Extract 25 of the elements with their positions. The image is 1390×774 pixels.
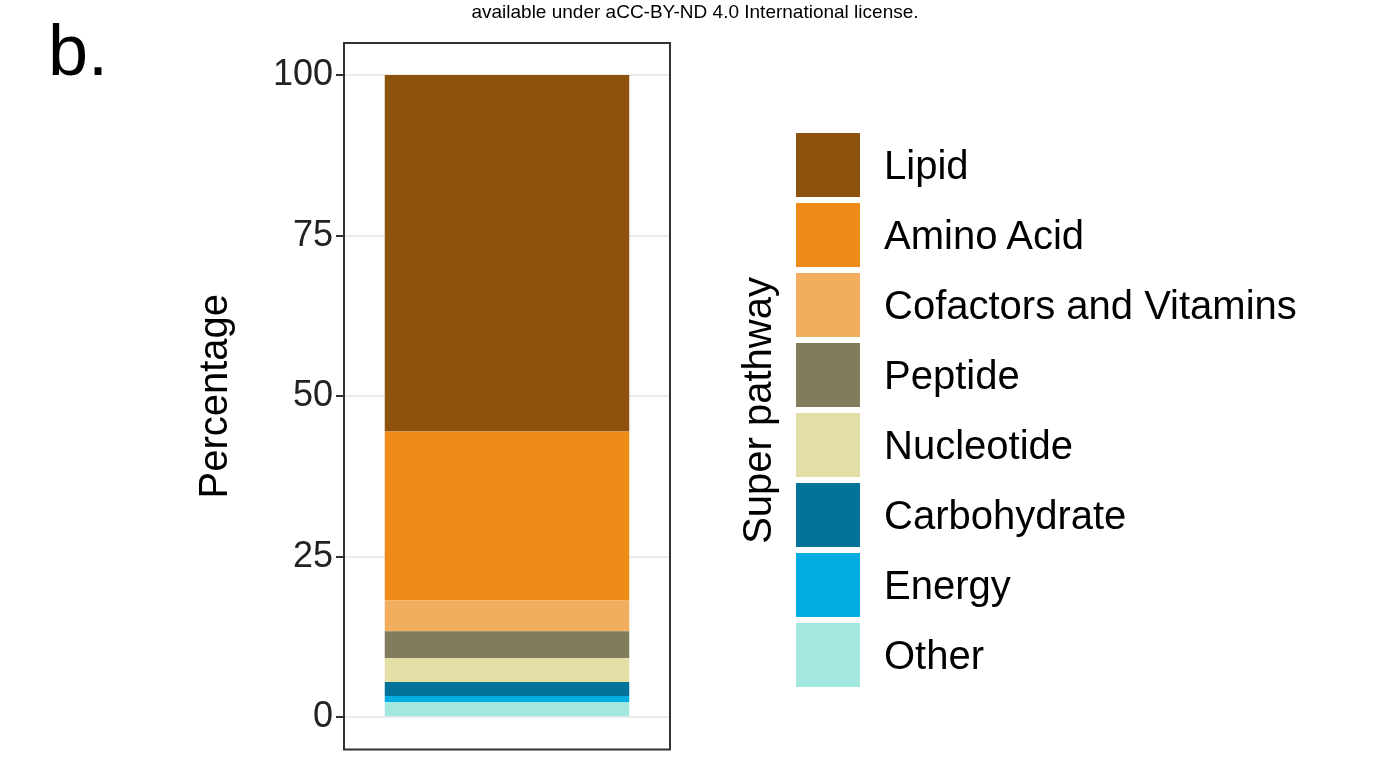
legend-label: Cofactors and Vitamins [884,282,1297,328]
bar [384,431,630,601]
legend-title: Super pathway [735,276,780,544]
legend-label: Carbohydrate [884,492,1127,538]
y-axis-title: Percentage [191,293,236,499]
bar [384,696,630,702]
chart-title: b. [48,10,109,90]
bar [384,600,630,632]
legend-label: Other [884,632,985,678]
bar [384,631,630,659]
legend-label: Amino Acid [884,212,1085,258]
bar [384,658,630,682]
y-tick-label: 25 [292,533,333,575]
text: available under aCC-BY-ND 4.0 International license. [471,1,919,22]
bar [384,681,630,697]
y-tick-label: 50 [292,373,333,415]
legend-label: Lipid [884,142,969,188]
y-tick-label: 75 [292,212,333,254]
bar [384,75,630,432]
bar [384,701,630,717]
legend-label: Peptide [884,352,1020,398]
legend-label: Energy [884,562,1011,608]
y-tick-label: 0 [312,694,333,736]
y-tick-label: 100 [272,52,333,94]
legend-label: Nucleotide [884,422,1074,468]
